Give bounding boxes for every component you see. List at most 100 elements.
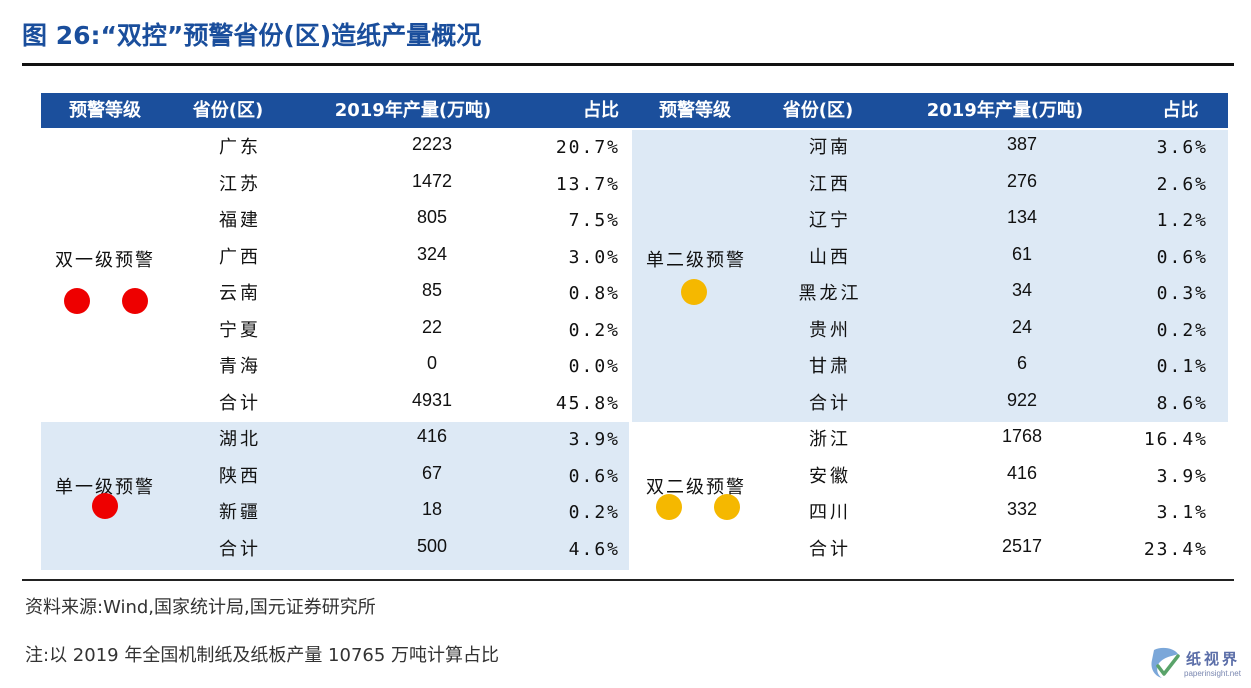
source-note: 资料来源:Wind,国家统计局,国元证券研究所 xyxy=(25,597,376,618)
watermark-logo: 纸视界 paperinsight.net xyxy=(1148,644,1248,686)
header-warning-level-right: 预警等级 xyxy=(659,100,731,121)
output-value: 0 xyxy=(426,353,437,373)
yellow-warning-dot xyxy=(714,494,740,520)
province-name: 安徽 xyxy=(809,465,851,487)
header-output-right: 2019年产量(万吨) xyxy=(926,100,1084,121)
province-name: 云南 xyxy=(219,283,261,304)
share-value: 2.6% xyxy=(1156,173,1208,195)
output-value: 805 xyxy=(416,207,448,227)
logo-icon xyxy=(1151,647,1180,678)
province-name: 合计 xyxy=(219,538,261,560)
share-value: 3.9% xyxy=(1156,465,1208,487)
header-share-right: 占比 xyxy=(1162,100,1199,121)
output-value: 2517 xyxy=(1001,535,1043,556)
output-value: 416 xyxy=(416,426,448,446)
output-value: 18 xyxy=(421,499,443,519)
output-value: 85 xyxy=(421,280,443,300)
province-name: 辽宁 xyxy=(809,210,851,231)
figure-title: 图 26:“双控”预警省份(区)造纸产量概况 xyxy=(22,21,482,50)
share-value: 0.3% xyxy=(1156,283,1208,304)
output-value: 61 xyxy=(1011,243,1033,264)
output-value: 387 xyxy=(1006,134,1038,154)
output-value: 2223 xyxy=(411,134,453,154)
province-name: 新疆 xyxy=(219,502,261,523)
share-value: 7.5% xyxy=(568,210,620,231)
output-value: 416 xyxy=(1006,462,1038,483)
share-value: 0.6% xyxy=(568,465,620,487)
share-value: 0.2% xyxy=(568,319,620,341)
output-value: 34 xyxy=(1011,280,1033,300)
share-value: 3.6% xyxy=(1156,137,1208,158)
province-name: 陕西 xyxy=(219,465,261,487)
share-value: 0.1% xyxy=(1156,356,1208,377)
province-name: 江西 xyxy=(809,173,851,195)
share-value: 20.7% xyxy=(555,137,620,158)
province-name: 青海 xyxy=(219,356,261,377)
share-value: 3.9% xyxy=(568,429,620,450)
province-name: 河南 xyxy=(809,137,851,158)
share-value: 23.4% xyxy=(1143,538,1208,560)
share-value: 0.8% xyxy=(568,283,620,304)
red-warning-dot xyxy=(122,288,148,314)
logo-name: 纸视界 xyxy=(1186,650,1241,668)
output-value: 276 xyxy=(1006,170,1038,191)
share-value: 8.6% xyxy=(1156,392,1208,414)
warning-level-label: 双一级预警 xyxy=(55,250,155,271)
output-value: 332 xyxy=(1006,499,1038,519)
share-value: 1.2% xyxy=(1156,210,1208,231)
share-value: 3.0% xyxy=(568,246,620,268)
share-value: 45.8% xyxy=(555,392,620,414)
output-value: 6 xyxy=(1016,353,1027,373)
share-value: 3.1% xyxy=(1156,502,1208,523)
province-name: 合计 xyxy=(809,538,851,560)
output-value: 24 xyxy=(1011,316,1033,337)
province-name: 湖北 xyxy=(219,429,261,450)
dan-yi-shaded-block xyxy=(41,422,629,570)
province-name: 广西 xyxy=(219,246,261,268)
share-value: 16.4% xyxy=(1143,429,1208,450)
share-value: 0.2% xyxy=(568,502,620,523)
table-header: 预警等级 省份(区) 2019年产量(万吨) 占比 预警等级 省份(区) 201… xyxy=(41,93,1228,128)
share-value: 0.0% xyxy=(568,356,620,377)
red-warning-dot xyxy=(64,288,90,314)
output-value: 1472 xyxy=(411,170,453,191)
bottom-rule xyxy=(22,579,1234,581)
province-name: 福建 xyxy=(219,210,261,231)
header-warning-level: 预警等级 xyxy=(69,100,141,121)
footnote: 注:以 2019 年全国机制纸及纸板产量 10765 万吨计算占比 xyxy=(25,645,500,666)
share-value: 13.7% xyxy=(555,173,620,195)
province-name: 黑龙江 xyxy=(798,283,862,304)
share-value: 0.6% xyxy=(1156,246,1208,268)
province-name: 贵州 xyxy=(809,319,851,341)
warning-level-label: 单二级预警 xyxy=(646,250,746,271)
province-name: 浙江 xyxy=(809,429,851,450)
dan-er-shaded-block xyxy=(632,130,1228,422)
output-value: 324 xyxy=(416,243,448,264)
header-output: 2019年产量(万吨) xyxy=(334,100,492,121)
logo-url: paperinsight.net xyxy=(1184,669,1241,678)
header-share: 占比 xyxy=(583,100,619,121)
province-name: 广东 xyxy=(219,137,261,158)
share-value: 0.2% xyxy=(1156,319,1208,341)
province-name: 合计 xyxy=(219,392,261,414)
yellow-warning-dot xyxy=(681,279,707,305)
yellow-warning-dot xyxy=(656,494,682,520)
output-value: 4931 xyxy=(411,389,453,410)
output-value: 922 xyxy=(1006,389,1038,410)
province-name: 山西 xyxy=(809,246,851,268)
province-name: 四川 xyxy=(809,502,851,523)
output-value: 134 xyxy=(1006,207,1038,227)
output-value: 1768 xyxy=(1001,426,1043,446)
output-value: 22 xyxy=(421,316,443,337)
province-name: 江苏 xyxy=(219,173,261,195)
warning-level-label: 单一级预警 xyxy=(55,477,155,498)
red-warning-dot xyxy=(92,493,118,519)
warning-level-label: 双二级预警 xyxy=(646,477,746,498)
province-name: 甘肃 xyxy=(809,356,851,377)
output-value: 67 xyxy=(421,462,443,483)
output-value: 500 xyxy=(416,535,448,556)
province-name: 宁夏 xyxy=(219,319,261,341)
header-province: 省份(区) xyxy=(192,100,264,121)
header-province-right: 省份(区) xyxy=(782,100,854,121)
share-value: 4.6% xyxy=(568,538,620,560)
